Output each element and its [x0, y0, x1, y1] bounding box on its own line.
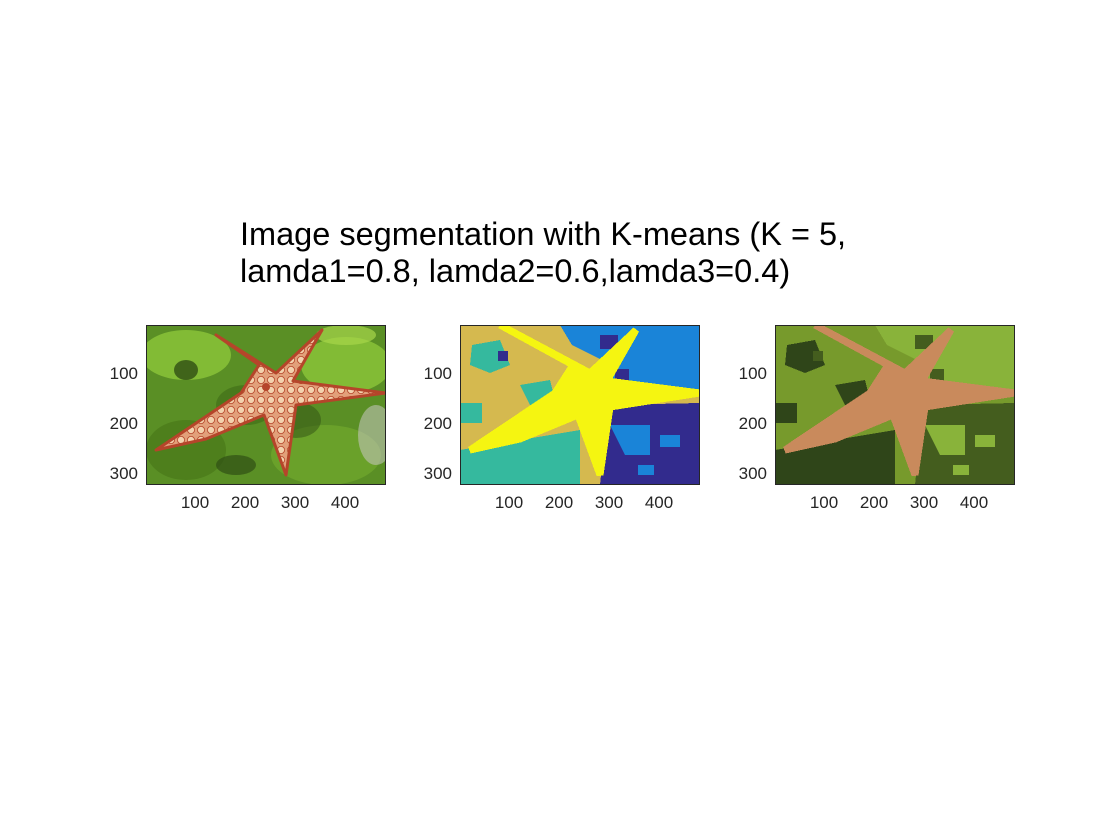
x-tick-label: 200 [230, 493, 260, 512]
cluster-region [498, 351, 508, 361]
x-tick-label: 200 [859, 493, 889, 512]
y-tick-label: 300 [109, 464, 138, 483]
cluster-region [638, 465, 654, 475]
segmentation-mean-colors-image [775, 325, 1015, 485]
x-tick-label: 400 [330, 493, 360, 512]
original-image-axes: 100 200 300 100 200 300 400 [110, 325, 386, 512]
x-tick-label: 100 [180, 493, 210, 512]
cluster-region [610, 425, 650, 455]
y-tick-label: 200 [423, 414, 452, 433]
x-tick-label: 400 [644, 493, 674, 512]
y-tick-label: 300 [423, 464, 452, 483]
x-tick-label: 300 [909, 493, 939, 512]
x-tick-label: 200 [544, 493, 574, 512]
cluster-means-axes: 100 200 300 100 200 300 400 [739, 325, 1015, 512]
y-tick-label: 300 [738, 464, 767, 483]
cluster-region [600, 335, 618, 349]
figure-title-line-2: lamda1=0.8, lamda2=0.6,lamda3=0.4) [240, 253, 791, 289]
starfish-photo-image [146, 325, 386, 485]
x-tick-label: 300 [594, 493, 624, 512]
cluster-region [470, 340, 510, 373]
figure-title: Image segmentation with K-means (K = 5, … [240, 216, 1000, 290]
cluster-region [783, 325, 1015, 477]
x-tick-label: 100 [494, 493, 524, 512]
starfish [154, 328, 386, 477]
y-tick-label: 100 [423, 364, 452, 383]
y-tick-label: 200 [109, 414, 138, 433]
cluster-region [785, 340, 825, 373]
cluster-region [775, 430, 895, 485]
segmentation-label-map-image [460, 325, 700, 485]
cluster-region [560, 325, 700, 397]
x-tick-label: 400 [959, 493, 989, 512]
cluster-region [660, 435, 680, 447]
cluster-region [925, 425, 965, 455]
cluster-region [775, 403, 797, 423]
cluster-region [460, 403, 482, 423]
y-tick-label: 100 [109, 364, 138, 383]
cluster-labels-axes: 100 200 300 100 200 300 400 [424, 325, 700, 512]
cluster-region [468, 325, 700, 477]
y-tick-label: 100 [738, 364, 767, 383]
cluster-region [813, 351, 823, 361]
x-tick-label: 300 [280, 493, 310, 512]
cluster-region [953, 465, 969, 475]
x-tick-label: 100 [809, 493, 839, 512]
y-tick-label: 200 [738, 414, 767, 433]
cluster-region [460, 430, 580, 485]
cluster-region [875, 325, 1015, 397]
figure-title-line-1: Image segmentation with K-means (K = 5, [240, 216, 847, 252]
cluster-region [975, 435, 995, 447]
cluster-region [915, 335, 933, 349]
